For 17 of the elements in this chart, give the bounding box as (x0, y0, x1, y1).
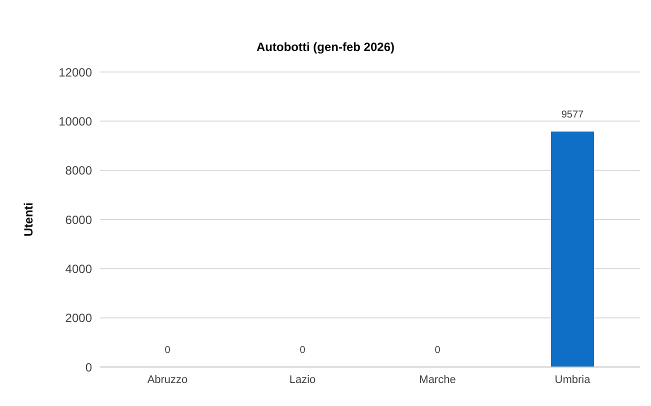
x-tick-label: Umbria (554, 374, 592, 386)
y-tick-label: 2000 (65, 311, 92, 326)
y-tick-label: 4000 (65, 262, 92, 276)
data-label: 0 (300, 345, 306, 356)
chart-title: Autobotti (gen-feb 2026) (256, 40, 396, 54)
y-tick-label: 10000 (58, 114, 92, 128)
x-tick-label: Lazio (289, 374, 316, 386)
data-label: 0 (434, 345, 441, 356)
data-label: 9577 (561, 110, 584, 121)
y-tick-label: 0 (85, 360, 92, 374)
data-label: 0 (164, 345, 171, 356)
x-tick-label: Marche (419, 374, 456, 386)
y-tick-label: 8000 (65, 164, 92, 178)
y-tick-label: 6000 (65, 212, 92, 227)
y-tick-label: 12000 (58, 65, 92, 80)
y-axis-title: Utenti (21, 202, 36, 236)
x-tick-label: Abruzzo (147, 374, 188, 386)
